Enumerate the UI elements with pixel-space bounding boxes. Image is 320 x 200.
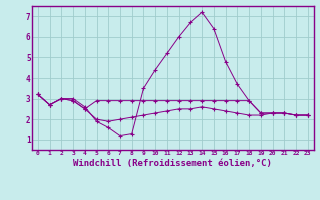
X-axis label: Windchill (Refroidissement éolien,°C): Windchill (Refroidissement éolien,°C) [73,159,272,168]
